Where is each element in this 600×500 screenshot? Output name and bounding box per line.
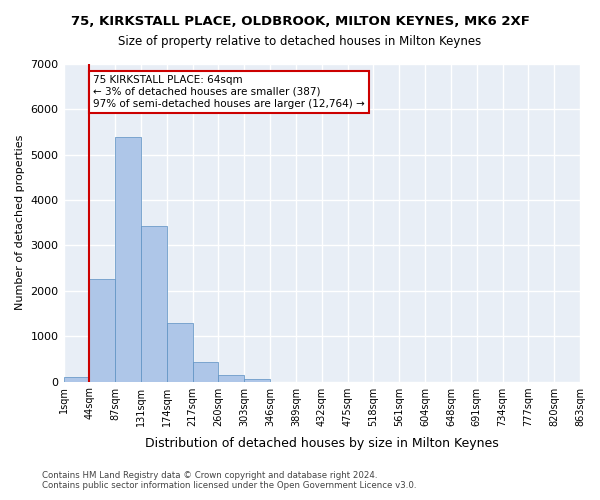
Bar [141,226,167,382]
Text: 75 KIRKSTALL PLACE: 64sqm
← 3% of detached houses are smaller (387)
97% of semi-: 75 KIRKSTALL PLACE: 64sqm ← 3% of detach… [93,76,365,108]
Bar [193,362,218,382]
Bar [218,374,244,382]
X-axis label: Distribution of detached houses by size in Milton Keynes: Distribution of detached houses by size … [145,437,499,450]
Bar [89,278,115,382]
Text: Contains HM Land Registry data © Crown copyright and database right 2024.
Contai: Contains HM Land Registry data © Crown c… [42,470,416,490]
Bar [244,379,270,382]
Bar [167,323,193,382]
Text: 75, KIRKSTALL PLACE, OLDBROOK, MILTON KEYNES, MK6 2XF: 75, KIRKSTALL PLACE, OLDBROOK, MILTON KE… [71,15,529,28]
Y-axis label: Number of detached properties: Number of detached properties [15,135,25,310]
Bar [64,377,89,382]
Text: Size of property relative to detached houses in Milton Keynes: Size of property relative to detached ho… [118,35,482,48]
Bar [115,138,141,382]
